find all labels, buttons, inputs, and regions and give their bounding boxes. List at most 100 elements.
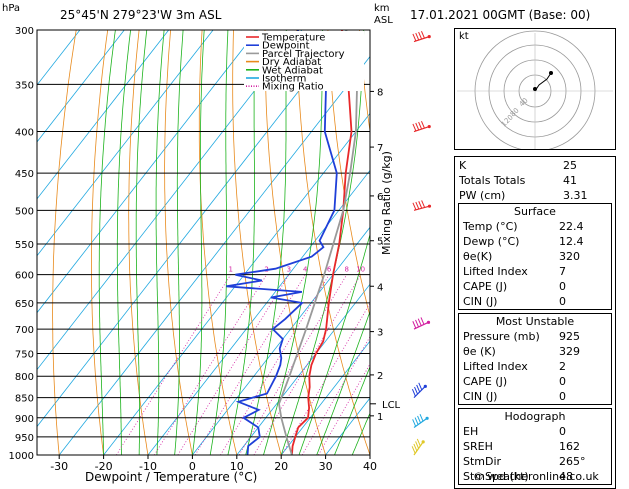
wind-barb — [412, 200, 432, 211]
wind-barb — [411, 438, 425, 456]
isotherm-line — [37, 30, 347, 428]
legend-label: Parcel Trajectory — [262, 49, 345, 60]
most-unstable-section: Most Unstable Pressure (mb) 925 θe (K) 329 L… — [458, 313, 612, 405]
isotherm-line — [236, 283, 370, 455]
series-dewpoint — [226, 30, 338, 455]
surface-value: 12.4 — [559, 235, 584, 248]
pressure-tick-label: 850 — [15, 394, 34, 405]
isotherm-line — [37, 30, 214, 257]
most-unstable-label: Lifted Index — [463, 360, 528, 373]
isotherm-line — [192, 226, 370, 455]
most-unstable-value: 2 — [559, 360, 566, 373]
temp-tick-label: -20 — [95, 460, 113, 473]
pressure-tick-label: 700 — [15, 325, 34, 336]
height-tick-label: 8 — [377, 87, 383, 98]
temp-tick-label: 10 — [230, 460, 244, 473]
pressure-tick-label: 350 — [15, 80, 34, 91]
height-tick-label: 6 — [377, 192, 383, 203]
wet-adiabat-line — [280, 30, 365, 455]
series-temperature — [291, 30, 353, 455]
most-unstable-label: CIN (J) — [463, 390, 498, 403]
pressure-tick-label: 1000 — [9, 451, 34, 462]
legend-label: Wet Adiabat — [262, 65, 323, 76]
legend-background — [244, 31, 364, 91]
wind-barb — [412, 317, 431, 330]
isotherm-line — [37, 30, 125, 143]
hodograph-storm-motion — [533, 87, 537, 91]
hodograph-trace — [534, 72, 552, 92]
most-unstable-value: 0 — [559, 375, 566, 388]
surface-value: 320 — [559, 250, 580, 263]
isotherm-line — [280, 340, 370, 455]
surface-value: 0 — [559, 280, 566, 293]
surface-title: Surface — [514, 205, 556, 218]
most-unstable-value: 0 — [559, 390, 566, 403]
hodograph-table-row: StmDir 265° — [459, 454, 611, 469]
pressure-tick-label: 800 — [15, 372, 34, 383]
height-tick-label: 5 — [377, 237, 383, 248]
indices-rows: K 25 Totals Totals 41 PW (cm) 3.31 — [455, 157, 615, 203]
wet-adiabat-line — [316, 310, 370, 455]
hodograph-table-value: 0 — [559, 425, 566, 438]
mixing-ratio-tick-label: 10 — [356, 266, 365, 274]
hodograph-table-label: StmDir — [463, 455, 502, 468]
mixing-ratio-tick-label: 6 — [327, 266, 332, 274]
height-tick-label: 2 — [377, 371, 383, 382]
mixing-ratio-tick-label: 15 — [382, 266, 391, 274]
temp-tick-label: -10 — [139, 460, 157, 473]
hodograph-ring-label: 40 — [518, 96, 530, 108]
hodograph-table-label: SREH — [463, 440, 493, 453]
surface-row: CIN (J) 0 — [459, 294, 611, 309]
hodograph-table-row: SREH 162 — [459, 439, 611, 454]
surface-label: Dewp (°C) — [463, 235, 520, 248]
most-unstable-value: 329 — [559, 345, 580, 358]
height-unit-label: km ASL — [374, 3, 393, 27]
most-unstable-row: CAPE (J) 0 — [459, 374, 611, 389]
indices-table: K 25 Totals Totals 41 PW (cm) 3.31 Surface Te… — [454, 156, 616, 489]
most-unstable-title: Most Unstable — [495, 315, 575, 328]
temp-tick-label: 40 — [363, 460, 377, 473]
index-row: Totals Totals 41 — [455, 173, 615, 188]
hodograph-table-row: EH 0 — [459, 424, 611, 439]
hodograph-table-rows: EH 0 SREH 162 StmDir 265° StmSpd (kt) 48 — [459, 424, 611, 484]
surface-value: 7 — [559, 265, 566, 278]
plot-frame — [36, 29, 371, 456]
dry-adiabat-line — [264, 30, 326, 455]
wet-adiabat-line — [135, 30, 148, 455]
pressure-tick-label: 650 — [15, 299, 34, 310]
mixing-ratio-line — [220, 274, 330, 455]
surface-label: CIN (J) — [463, 295, 498, 308]
plot-area: 1 2 3 4 6 8 10 15 20 25 — [37, 30, 391, 455]
pressure-tick-label: 500 — [15, 206, 34, 217]
surface-section: Surface Temp (°C) 22.4 Dewp (°C) 12.4 θe(K) 3… — [458, 203, 612, 310]
x-axis-label: Dewpoint / Temperature (°C) — [85, 470, 258, 484]
legend-label: Isotherm — [262, 74, 306, 85]
wet-adiabat-line — [334, 365, 370, 455]
temp-tick-label: -30 — [50, 460, 68, 473]
mixing-ratio-line — [153, 274, 267, 455]
index-label: K — [459, 159, 467, 172]
mixing-ratio-tick-label: 3 — [287, 266, 291, 274]
hodograph-table-value: 162 — [559, 440, 580, 453]
index-row: PW (cm) 3.31 — [455, 188, 615, 203]
station-title: 25°45'N 279°23'W 3m ASL — [60, 8, 222, 22]
most-unstable-row: θe (K) 329 — [459, 344, 611, 359]
isotherm-line — [37, 30, 303, 371]
wind-barb — [411, 382, 427, 399]
pressure-tick-label: 300 — [15, 26, 34, 37]
hodograph-table-row: StmSpd (kt) 48 — [459, 469, 611, 484]
isotherm-line — [37, 30, 170, 200]
dry-adiabat-line — [198, 30, 238, 455]
hodograph-table-label: EH — [463, 425, 479, 438]
surface-label: CAPE (J) — [463, 280, 508, 293]
pressure-tick-label: 600 — [15, 271, 34, 282]
hodograph-unit-label: kt — [459, 31, 469, 42]
legend-label: Mixing Ratio — [262, 82, 324, 93]
wind-barb — [412, 413, 429, 428]
series-parcel-trajectory — [278, 30, 359, 455]
hodograph-ring-label: 80 — [509, 106, 521, 118]
height-tick-label: 1 — [377, 412, 383, 423]
most-unstable-label: CAPE (J) — [463, 375, 508, 388]
